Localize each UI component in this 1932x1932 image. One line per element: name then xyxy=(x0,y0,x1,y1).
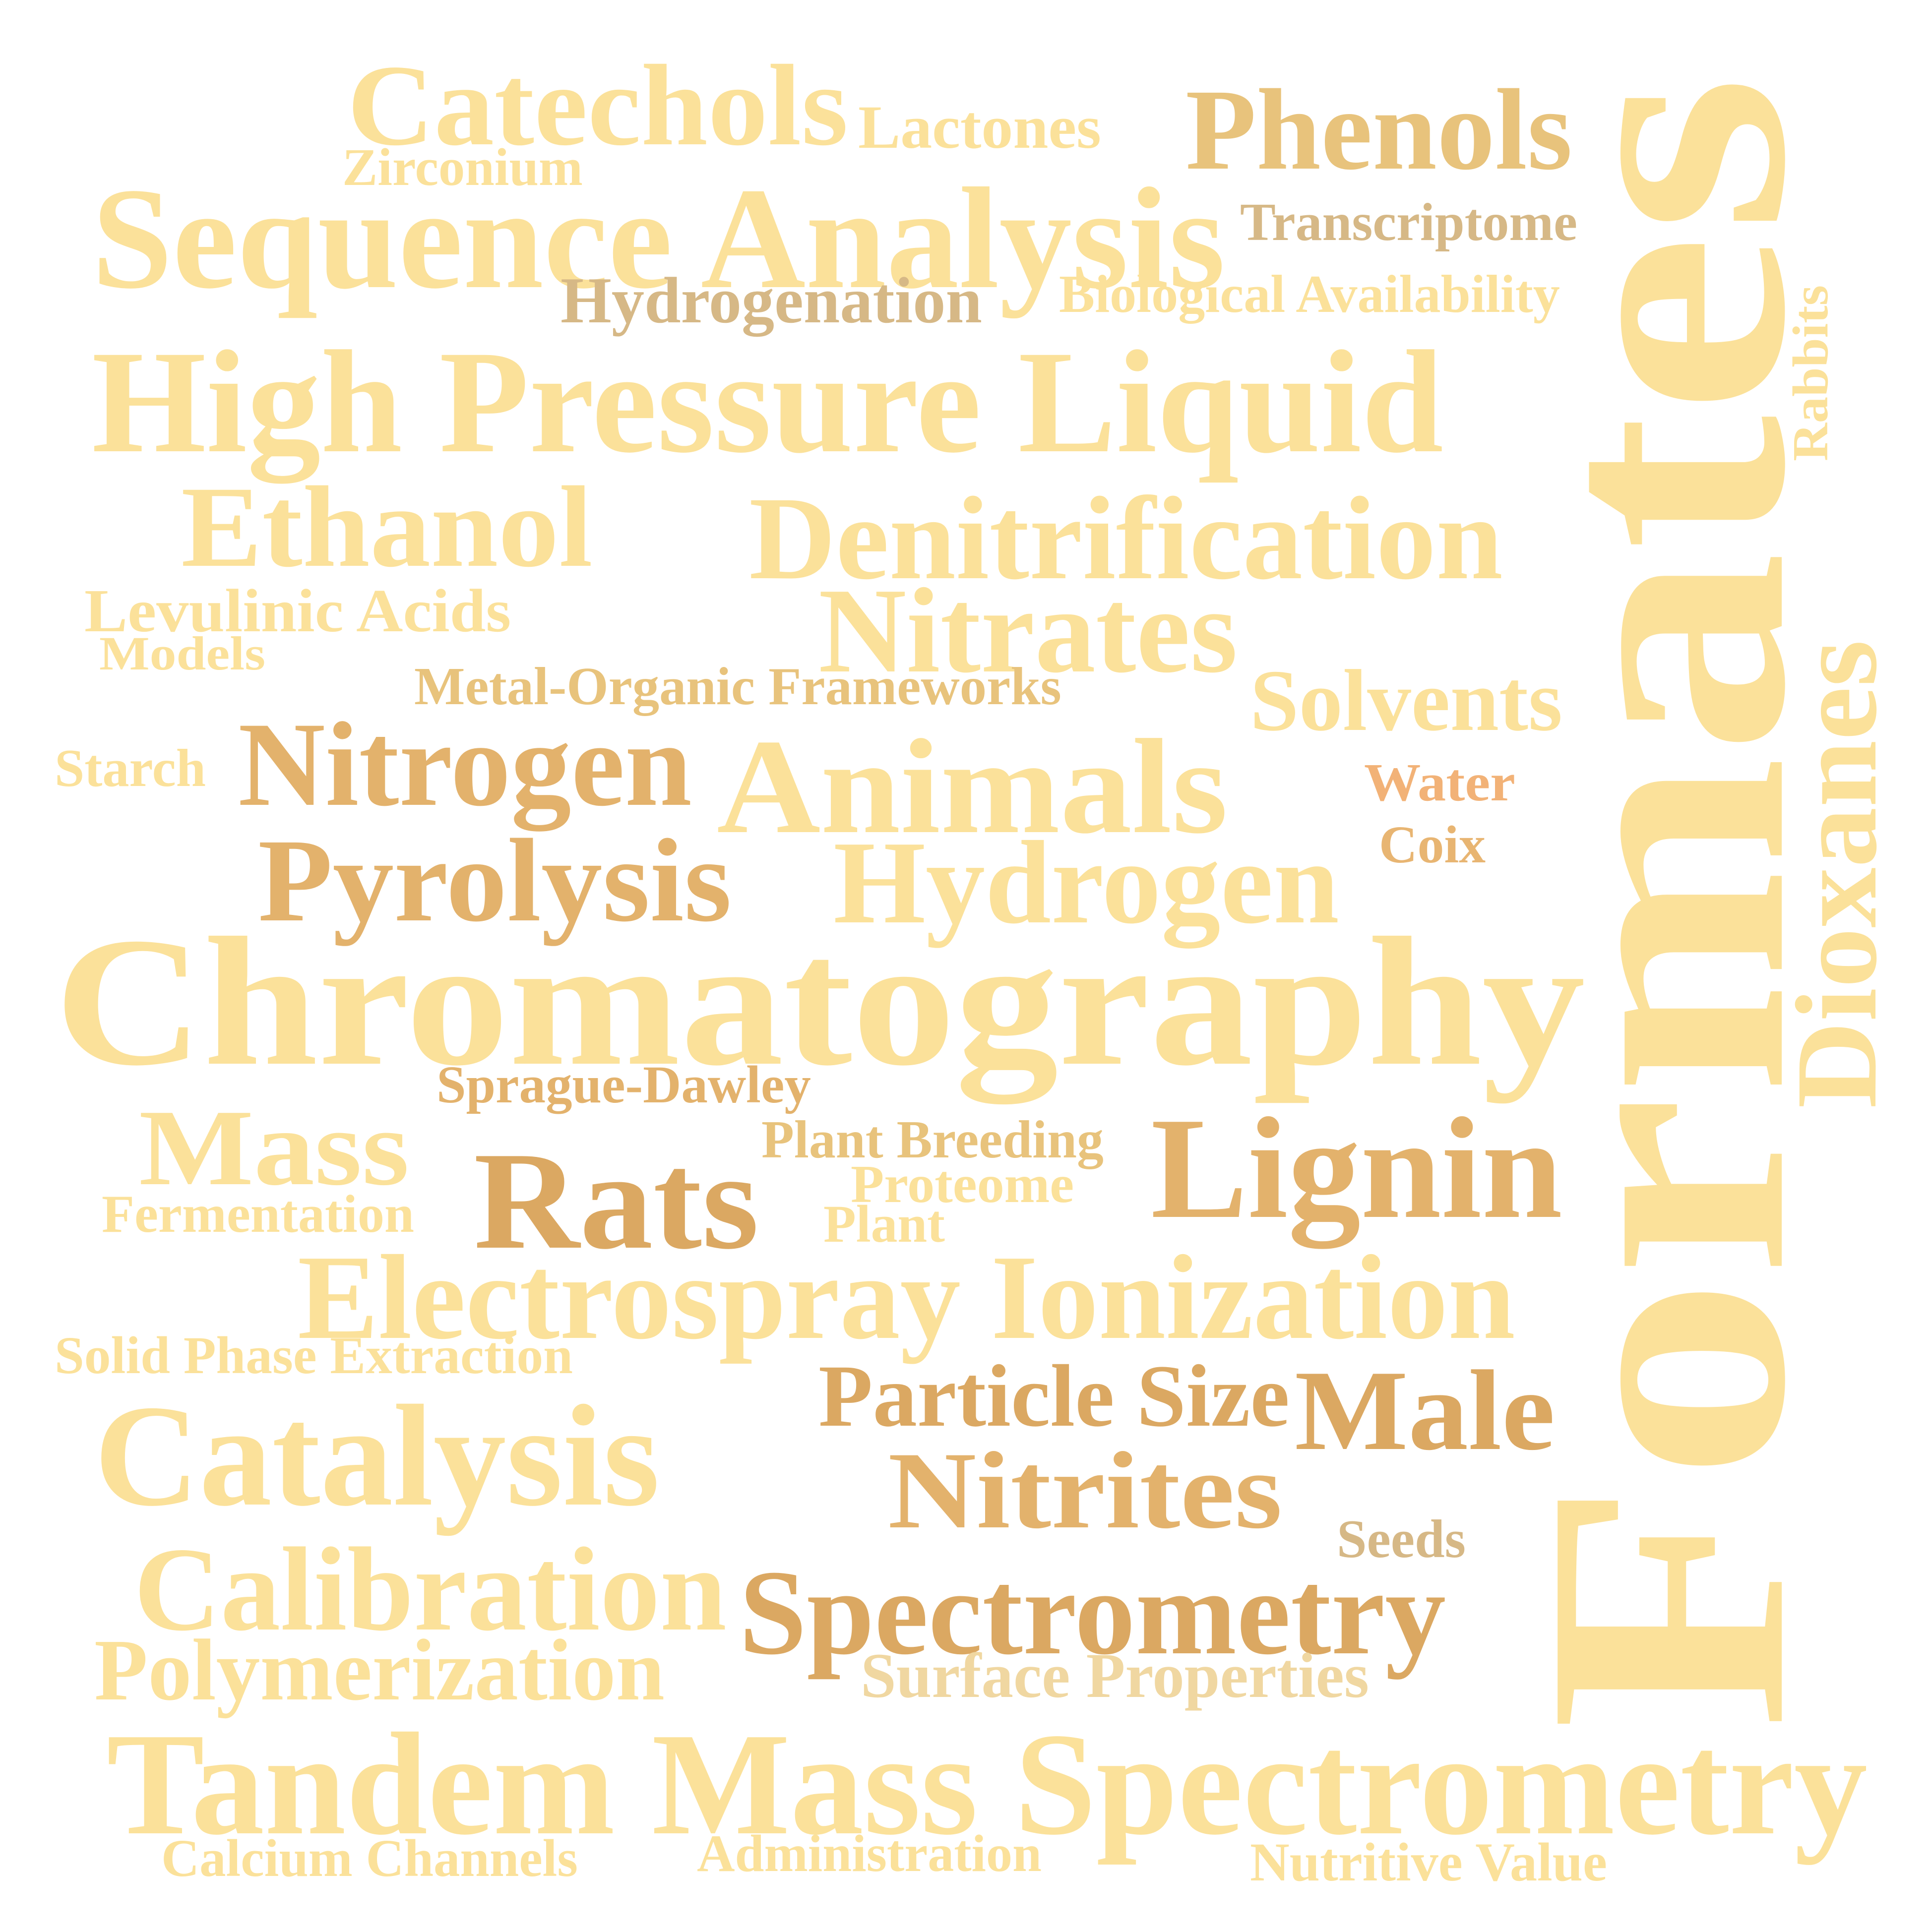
word-nitrates: Nitrates xyxy=(818,563,1238,698)
word-calibration: Calibration xyxy=(134,1523,727,1656)
word-calcium-channels: Calcium Channels xyxy=(161,1829,578,1888)
word-denitrification: Denitrification xyxy=(749,472,1503,604)
word-administration: Administration xyxy=(697,1824,1042,1882)
word-catalysis: Catalysis xyxy=(94,1376,660,1536)
word-particle-size: Particle Size xyxy=(818,1346,1290,1445)
word-pyrolysis: Pyrolysis xyxy=(258,814,732,946)
word-seeds: Seeds xyxy=(1337,1509,1466,1569)
word-surface-properties: Surface Properties xyxy=(861,1640,1369,1711)
word-male: Male xyxy=(1295,1347,1556,1474)
word-hydrogenation: Hydrogenation xyxy=(561,264,982,337)
word-chromatography: Chromatography xyxy=(55,900,1585,1104)
word-lactones: Lactones xyxy=(858,93,1101,161)
word-hydrogen: Hydrogen xyxy=(833,817,1339,948)
word-metal-organic-frameworks: Metal-Organic Frameworks xyxy=(414,657,1061,716)
word-electrospray-ionization: Electrospray Ionization xyxy=(298,1230,1515,1364)
word-plant-breeding: Plant Breeding xyxy=(761,1110,1104,1169)
word-biological-availability: Biological Availability xyxy=(1059,265,1560,324)
word-animals: Animals xyxy=(717,712,1228,862)
word-high-pressure-liquid: High Pressure Liquid xyxy=(92,321,1443,483)
word-solid-phase-extraction: Solid Phase Extraction xyxy=(55,1326,573,1385)
word-tandem-mass-spectrometry: Tandem Mass Spectrometry xyxy=(107,1702,1868,1865)
word-rats: Rats xyxy=(474,1123,759,1278)
word-sequence-analysis: Sequence Analysis xyxy=(92,158,1225,319)
word-zirconium: Zirconium xyxy=(342,138,583,197)
word-fermentation: Fermentation xyxy=(102,1185,414,1244)
word-nitrogen: Nitrogen xyxy=(238,697,692,831)
word-nitrites: Nitrites xyxy=(888,1430,1283,1552)
word-catechols: Catechols xyxy=(347,41,848,170)
word-sprague-dawley: Sprague-Dawley xyxy=(436,1056,811,1114)
word-water: Water xyxy=(1364,753,1515,812)
word-transcriptome: Transcriptome xyxy=(1240,193,1577,252)
word-coix: Coix xyxy=(1379,815,1486,874)
word-spectrometry: Spectrometry xyxy=(739,1546,1446,1680)
word-ethanol: Ethanol xyxy=(181,462,593,591)
word-levulinic-acids: Levulinic Acids xyxy=(84,577,511,645)
word-phenols: Phenols xyxy=(1185,65,1572,194)
word-solvents: Solvents xyxy=(1250,652,1562,749)
word-models: Models xyxy=(99,627,266,680)
word-lignin: Lignin xyxy=(1151,1088,1562,1249)
word-proteome: Proteome xyxy=(851,1155,1074,1214)
word-starch: Starch xyxy=(55,738,206,798)
word-nutritive-value: Nutritive Value xyxy=(1250,1832,1607,1892)
word-polymerization: Polymerization xyxy=(94,1622,665,1719)
word-dioxanes: Dioxanes xyxy=(1772,640,1901,1108)
word-plant: Plant xyxy=(823,1195,945,1254)
word-mass: Mass xyxy=(139,1087,410,1208)
